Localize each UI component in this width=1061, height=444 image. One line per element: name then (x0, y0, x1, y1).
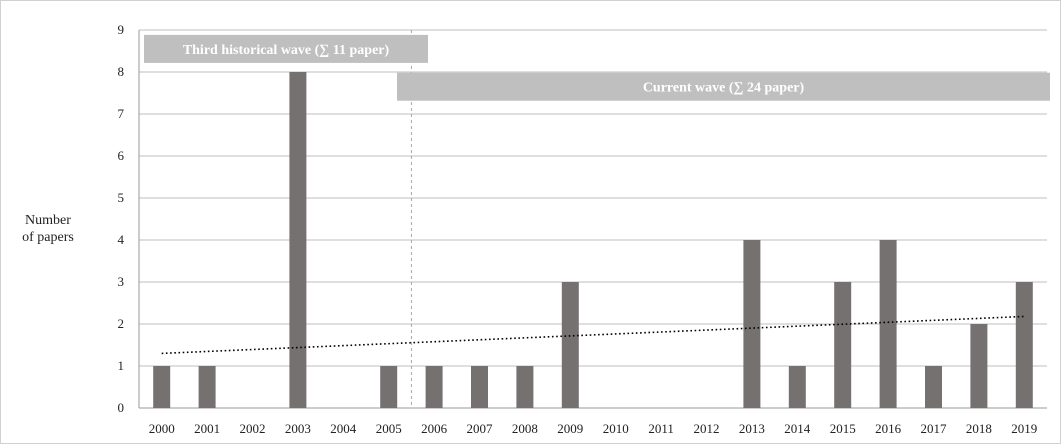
wave-band-1 (144, 34, 428, 63)
bar-2008 (516, 366, 534, 408)
trendline-line (161, 315, 1025, 355)
x-tick-label: 2016 (875, 421, 902, 436)
x-tick-label: 2019 (1011, 421, 1037, 436)
x-tick-label: 2000 (149, 421, 175, 436)
x-tick-label: 2003 (285, 421, 311, 436)
y-tick-label: 3 (118, 274, 125, 289)
y-axis-label: Number of papers (22, 213, 74, 245)
x-tick-label: 2009 (557, 421, 583, 436)
y-tick-label: 9 (118, 22, 125, 37)
x-tick-label: 2010 (603, 421, 629, 436)
bars (153, 72, 1033, 408)
y-tick-label: 5 (118, 190, 125, 205)
y-tick-label: 4 (118, 232, 125, 247)
y-axis-ticks: 0 1 2 3 4 5 6 7 8 9 (118, 22, 125, 415)
y-tick-label: 8 (118, 64, 125, 79)
y-tick-label: 2 (118, 316, 125, 331)
bar-2001 (198, 366, 216, 408)
x-tick-label: 2018 (966, 421, 992, 436)
trendline (161, 315, 1025, 355)
wave-band-label: Current wave (∑ 24 paper) (643, 81, 805, 96)
wave-band-label: Third historical wave (∑ 11 paper) (183, 43, 390, 58)
wave-band-2 (397, 72, 1050, 101)
bar-2000 (153, 366, 171, 408)
bar-2014 (788, 366, 806, 408)
x-tick-label: 2017 (921, 421, 948, 436)
y-tick-label: 6 (118, 148, 125, 163)
y-tick-label: 0 (118, 400, 125, 415)
x-tick-label: 2008 (512, 421, 538, 436)
x-tick-label: 2002 (240, 421, 266, 436)
wave-annotations: Third historical wave (∑ 11 paper) Curren… (144, 34, 1050, 101)
y-axis-label-line: Number (25, 213, 71, 228)
x-tick-label: 2013 (739, 421, 765, 436)
y-axis-label-line: of papers (22, 230, 74, 245)
bar-2017 (925, 366, 942, 408)
x-tick-label: 2005 (376, 421, 402, 436)
x-tick-label: 2012 (694, 421, 720, 436)
bar-2018 (970, 324, 988, 408)
bar-2009 (561, 282, 579, 408)
x-axis-ticks: 2000 2001 2002 2003 2004 2005 2006 2007 2008 2009… (149, 421, 1038, 436)
bar-2003 (289, 72, 307, 408)
x-tick-label: 2004 (330, 421, 357, 436)
x-tick-label: 2007 (467, 421, 494, 436)
y-tick-label: 7 (118, 106, 125, 121)
bar-2016 (879, 240, 897, 408)
x-tick-label: 2006 (421, 421, 448, 436)
x-tick-label: 2011 (648, 421, 674, 436)
bar-2019 (1015, 282, 1033, 408)
x-tick-label: 2001 (194, 421, 220, 436)
bar-2013 (743, 240, 761, 408)
bar-2015 (834, 282, 852, 408)
bar-2005 (380, 366, 398, 408)
bar-2007 (471, 366, 488, 408)
x-tick-label: 2015 (830, 421, 856, 436)
x-tick-label: 2014 (784, 421, 811, 436)
bar-2006 (425, 366, 443, 408)
y-tick-label: 1 (118, 358, 125, 373)
